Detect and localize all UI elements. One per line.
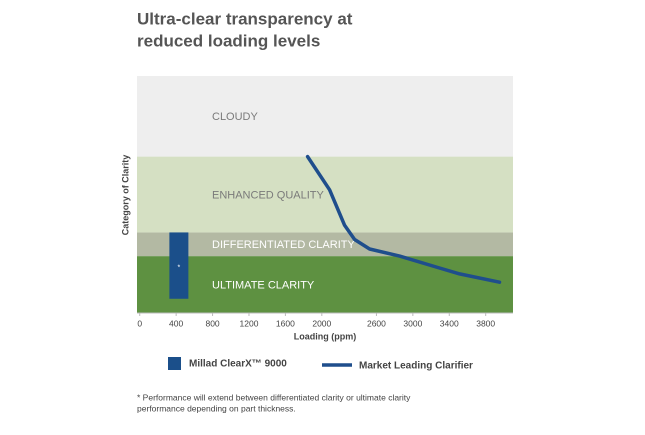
footnote: performance depending on part thickness. — [137, 403, 296, 413]
chart-title: reduced loading levels — [137, 31, 320, 50]
x-tick-label: 2600 — [367, 318, 386, 328]
legend-swatch — [168, 357, 181, 370]
clarity-band — [137, 76, 513, 157]
x-tick-label: 2000 — [312, 318, 331, 328]
band-label: ULTIMATE CLARITY — [212, 279, 315, 291]
band-label: DIFFERENTIATED CLARITY — [212, 239, 355, 251]
x-tick-label: 0 — [137, 318, 142, 328]
clarity-band — [137, 232, 513, 257]
legend-label: Market Leading Clarifier — [359, 361, 473, 372]
x-axis-label: Loading (ppm) — [294, 331, 357, 341]
band-label: ENHANCED QUALITY — [212, 189, 325, 201]
range-bar — [169, 232, 189, 299]
x-tick-label: 3800 — [476, 318, 495, 328]
clarity-band — [137, 156, 513, 233]
x-tick-label: 800 — [205, 318, 219, 328]
chart-title: Ultra-clear transparency at — [137, 9, 353, 28]
clarity-band — [137, 256, 513, 313]
x-tick-label: 1600 — [276, 318, 295, 328]
band-label: CLOUDY — [212, 111, 259, 123]
y-axis-label: Category of Clarity — [120, 155, 130, 236]
clarifier-line — [305, 154, 502, 284]
x-tick-label: 1200 — [240, 318, 259, 328]
footnote: * Performance will extend between differ… — [137, 392, 411, 402]
bar-marker: * — [178, 264, 181, 271]
x-tick-label: 3000 — [403, 318, 422, 328]
x-tick-label: 400 — [169, 318, 183, 328]
legend-label: Millad ClearX™ 9000 — [189, 359, 287, 370]
x-tick-label: 3400 — [440, 318, 459, 328]
